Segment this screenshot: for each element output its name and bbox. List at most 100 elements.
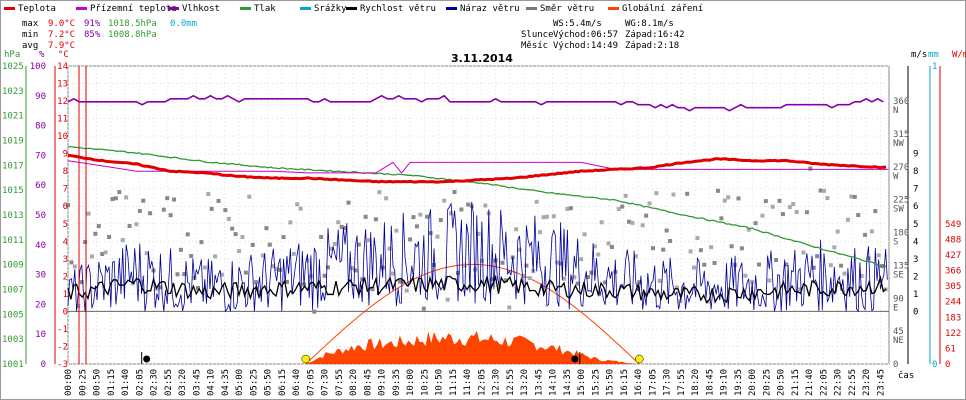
mm-tick: 1: [932, 62, 937, 72]
wind-direction-point: [603, 280, 608, 285]
wind-direction-point: [178, 247, 183, 252]
hpa-tick: 1015: [2, 186, 24, 196]
wind-direction-point: [401, 279, 406, 284]
wind-direction-point: [558, 261, 563, 266]
stat-max-label: max: [22, 19, 39, 29]
pct-unit: %: [39, 50, 45, 60]
wind-direction-point: [777, 198, 782, 203]
wind-direction-point: [514, 227, 519, 232]
wind-direction-point: [702, 262, 707, 267]
pct-tick: 40: [35, 241, 46, 251]
wind-direction-point: [100, 252, 105, 257]
pct-tick: 60: [35, 181, 46, 191]
wind-direction-point: [360, 277, 365, 282]
legend-label: Teplota: [18, 4, 56, 14]
wind-direction-point: [452, 189, 457, 194]
wind-direction-point: [757, 262, 762, 267]
legend-swatch: [346, 7, 357, 10]
legend-swatch: [608, 7, 619, 10]
wind-direction-point: [127, 224, 132, 229]
wind-direction-point: [497, 284, 502, 289]
wind-direction-point: [863, 232, 868, 237]
wind-direction-point: [633, 254, 638, 259]
wind-direction-point: [565, 206, 570, 211]
wind-direction-point: [599, 220, 604, 225]
stat-avg-temp: 7.9°C: [48, 41, 75, 51]
wind-direction-point: [551, 214, 556, 219]
hpa-tick: 1013: [2, 211, 24, 221]
c-tick: 11: [57, 115, 68, 125]
wind-direction-point: [336, 220, 341, 225]
wind-direction-point: [859, 273, 864, 278]
wind-direction-point: [158, 285, 163, 290]
wind-direction-point: [866, 256, 871, 261]
wind-direction-point: [517, 247, 522, 252]
rad-tick: 0: [945, 360, 950, 370]
time-tick: 02:30: [150, 369, 160, 396]
ms-tick: 2: [913, 272, 918, 282]
moon-label: Měsíc: [521, 41, 548, 51]
wind-direction-point: [185, 232, 190, 237]
wind-direction-point: [455, 271, 460, 276]
wind-direction-point: [76, 304, 81, 309]
legend-label: Vlhkost: [182, 4, 220, 14]
wind-direction-point: [798, 287, 803, 292]
time-tick: 10:50: [435, 369, 445, 396]
pct-tick: 10: [35, 330, 46, 340]
dir-tick: 225: [893, 196, 909, 206]
hpa-tick: 1005: [2, 310, 24, 320]
gust-line: [67, 201, 888, 313]
legend-label: Tlak: [254, 4, 276, 14]
wind-direction-point: [630, 220, 635, 225]
wind-direction-point: [620, 204, 625, 209]
wind-direction-point: [343, 226, 348, 231]
wind-direction-point: [69, 260, 74, 265]
wind-direction-point: [107, 234, 112, 239]
sunset-text: Západ:16:42: [625, 30, 685, 40]
rad-tick: 61: [945, 344, 956, 354]
stat-min-temp: 7.2°C: [48, 30, 75, 40]
ms-tick: 4: [913, 237, 918, 247]
c-unit: °C: [58, 50, 69, 60]
time-tick: 02:55: [164, 369, 174, 396]
time-tick: 06:15: [278, 369, 288, 396]
axes: hPa% °C1025102310211019101710151013101110…: [2, 50, 966, 396]
rad-tick: 305: [945, 282, 961, 292]
dir-label: SW: [893, 205, 904, 215]
rad-tick: 488: [945, 235, 961, 245]
wind-direction-point: [784, 262, 789, 267]
legend-label: Přízemní teplota: [90, 4, 177, 14]
wind-direction-point: [144, 251, 149, 256]
dir-label: SE: [893, 270, 904, 280]
wind-direction-point: [640, 223, 645, 228]
dir-label: N: [893, 106, 898, 116]
wind-direction-point: [770, 204, 775, 209]
time-tick: 22:30: [834, 369, 844, 396]
dir-label: W: [893, 172, 899, 182]
wind-direction-point: [685, 191, 690, 196]
wind-direction-point: [353, 268, 358, 273]
pct-tick: 0: [41, 360, 46, 370]
hpa-tick: 1021: [2, 112, 24, 122]
time-tick: 18:45: [705, 369, 715, 396]
wind-direction-point: [500, 260, 505, 265]
wind-direction-point: [856, 213, 861, 218]
time-tick: 23:45: [876, 369, 886, 396]
wind-direction-point: [384, 196, 389, 201]
wind-direction-point: [411, 215, 416, 220]
time-tick: 04:10: [207, 369, 217, 396]
wind-direction-point: [739, 246, 744, 251]
wind-direction-point: [818, 188, 823, 193]
time-tick: 19:10: [720, 369, 730, 396]
time-tick: 07:05: [306, 369, 316, 396]
time-tick: 12:05: [477, 369, 487, 396]
wind-direction-point: [596, 252, 601, 257]
wind-direction-point: [555, 260, 560, 265]
rad-tick: 427: [945, 251, 961, 261]
wind-direction-point: [408, 237, 413, 242]
wind-direction-point: [370, 287, 375, 292]
wind-direction-point: [473, 267, 478, 272]
time-tick: 22:55: [848, 369, 858, 396]
pct-tick: 100: [30, 62, 46, 72]
wind-direction-point: [418, 212, 423, 217]
